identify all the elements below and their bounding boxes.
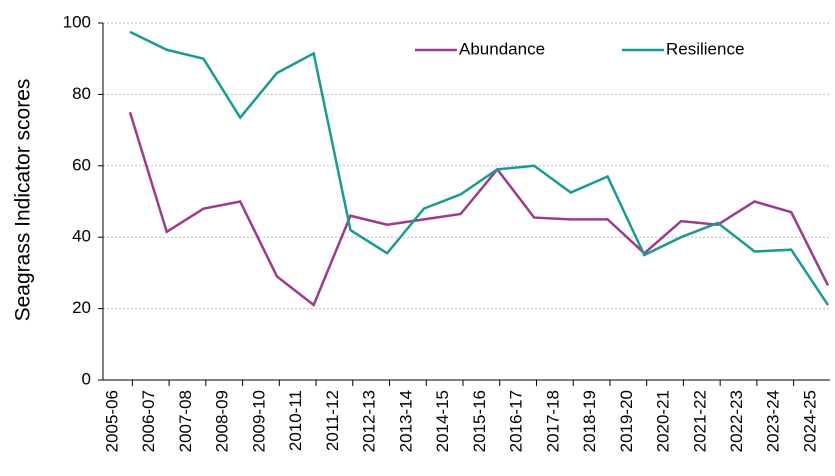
legend-label: Resilience xyxy=(666,39,744,58)
x-tick-label: 2017-18 xyxy=(543,390,562,452)
y-tick-label: 100 xyxy=(63,12,91,31)
x-tick-label: 2024-25 xyxy=(800,390,819,452)
x-tick-label: 2006-07 xyxy=(139,390,158,452)
legend-label: Abundance xyxy=(459,39,545,58)
y-tick-label: 80 xyxy=(72,84,91,103)
y-axis-title: Seagrass Indicator scores xyxy=(12,79,35,322)
x-tick-label: 2016-17 xyxy=(507,390,526,452)
y-tick-label: 60 xyxy=(72,155,91,174)
x-tick-label: 2005-06 xyxy=(102,390,121,452)
series-line xyxy=(129,30,830,306)
x-tick-label: 2021-22 xyxy=(690,390,709,452)
y-tick-label: 0 xyxy=(82,369,91,388)
x-tick-label: 2018-19 xyxy=(580,390,599,452)
y-tick-label: 20 xyxy=(72,298,91,317)
x-tick-label: 2020-21 xyxy=(654,390,673,452)
x-tick-label: 2019-20 xyxy=(617,390,636,452)
x-tick-label: 2014-15 xyxy=(433,390,452,452)
x-tick-label: 2010-11 xyxy=(286,390,305,451)
y-tick-label: 40 xyxy=(72,227,91,246)
x-tick-label: 2013-14 xyxy=(396,390,415,452)
x-tick-label: 2009-10 xyxy=(249,390,268,452)
x-tick-label: 2022-23 xyxy=(727,390,746,452)
x-tick-label: 2008-09 xyxy=(213,390,232,452)
x-tick-label: 2015-16 xyxy=(470,390,489,452)
x-tick-label: 2023-24 xyxy=(764,390,783,452)
x-tick-label: 2011-12 xyxy=(323,390,342,451)
x-tick-label: 2007-08 xyxy=(176,390,195,452)
x-tick-label: 2012-13 xyxy=(360,390,379,452)
series-line xyxy=(128,111,830,308)
